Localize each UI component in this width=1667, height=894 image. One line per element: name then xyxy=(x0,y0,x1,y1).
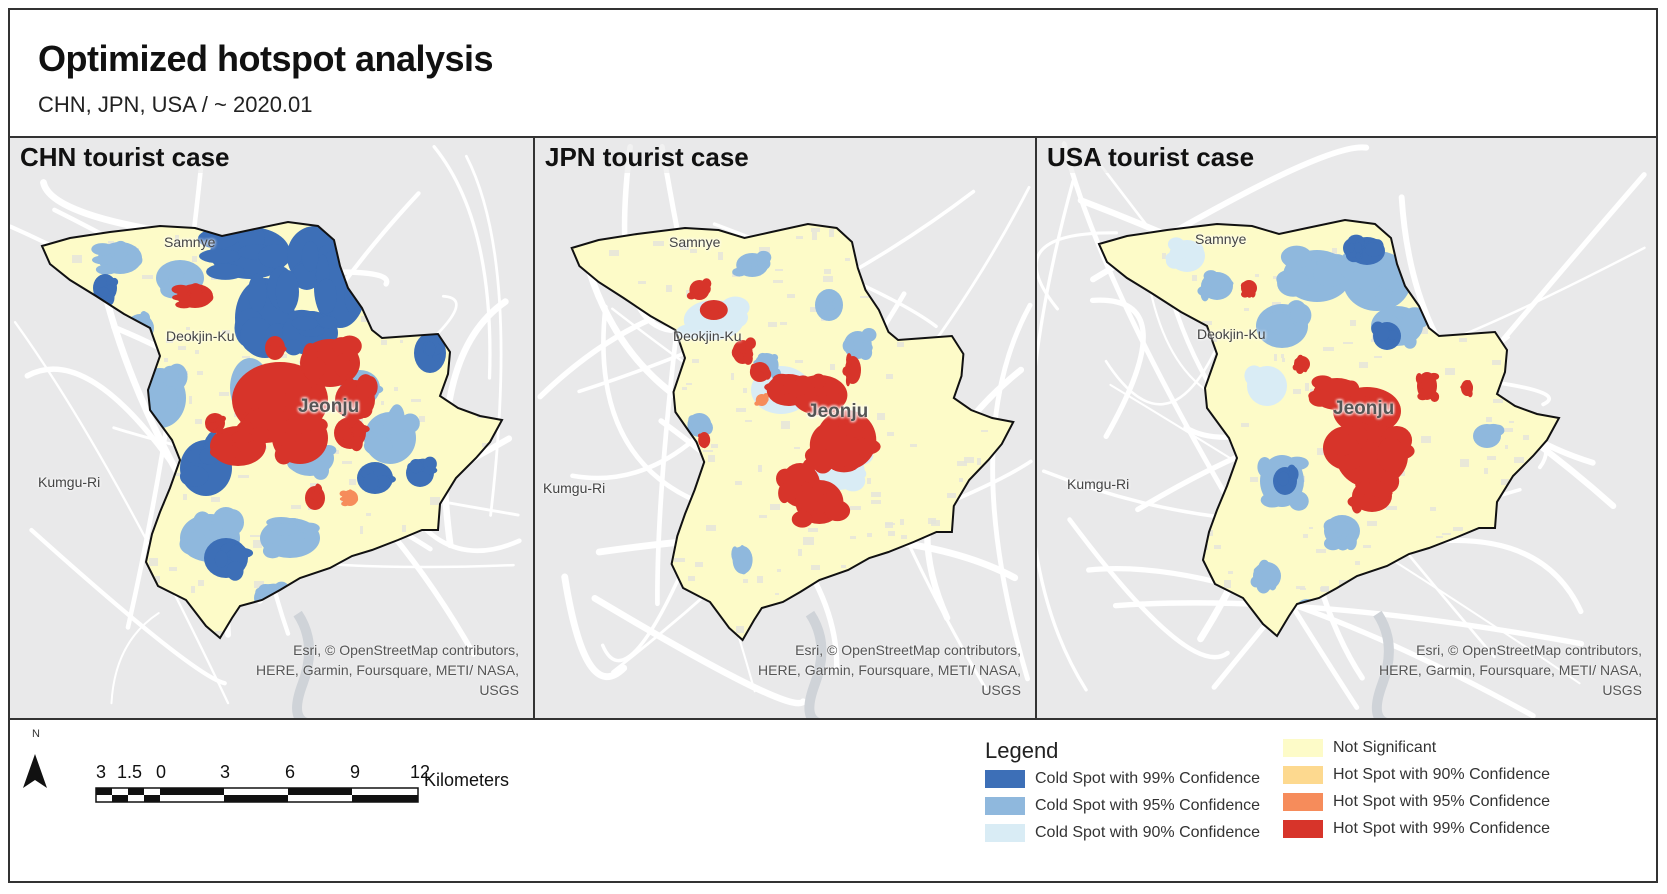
place-label-deokjin: Deokjin-Ku xyxy=(166,328,235,344)
legend-item: Hot Spot with 99% Confidence xyxy=(1283,818,1550,840)
header: Optimized hotspot analysis CHN, JPN, USA… xyxy=(10,10,1656,138)
scale-tick-label: 3 xyxy=(220,762,231,782)
legend-label: Cold Spot with 95% Confidence xyxy=(1035,797,1261,814)
map-canvas-chn xyxy=(10,138,533,718)
legend-swatch xyxy=(1283,766,1323,784)
place-label-jeonju: Jeonju xyxy=(1333,398,1395,419)
legend-item: Hot Spot with 90% Confidence xyxy=(1283,764,1550,786)
legend-title: Legend xyxy=(985,738,1059,763)
legend-label: Cold Spot with 90% Confidence xyxy=(1035,824,1261,841)
map-title: Optimized hotspot analysis xyxy=(38,38,494,79)
legend-item: Cold Spot with 95% Confidence xyxy=(985,795,1260,817)
map-panel-jpn: JPN tourist case Samnye Deokjin-Ku Jeonj… xyxy=(535,138,1035,718)
place-label-kumgu: Kumgu-Ri xyxy=(38,474,101,490)
map-subtitle: CHN, JPN, USA / ~ 2020.01 xyxy=(38,92,313,117)
place-label-deokjin: Deokjin-Ku xyxy=(673,328,742,344)
map-canvas-jpn xyxy=(535,138,1035,718)
map-panel-chn: CHN tourist case Samnye Deokjin-Ku Jeonj… xyxy=(10,138,533,718)
scale-unit: Kilometers xyxy=(424,770,510,790)
legend-item: Cold Spot with 90% Confidence xyxy=(985,822,1260,844)
legend-label: Hot Spot with 99% Confidence xyxy=(1333,820,1551,837)
place-label-jeonju: Jeonju xyxy=(298,396,360,417)
panel-title-chn: CHN tourist case xyxy=(20,142,230,173)
place-label-jeonju: Jeonju xyxy=(807,401,869,422)
legend-swatch xyxy=(1283,739,1323,757)
legend-label: Cold Spot with 99% Confidence xyxy=(1035,770,1261,787)
map-layout: Optimized hotspot analysis CHN, JPN, USA… xyxy=(8,8,1658,883)
place-label-samnye: Samnye xyxy=(164,234,216,250)
legend-swatch xyxy=(1283,793,1323,811)
legend-swatch xyxy=(1283,820,1323,838)
legend-item: Not Significant xyxy=(1283,737,1436,759)
legend-swatch xyxy=(985,824,1025,842)
scale-tick-label: 6 xyxy=(285,762,296,782)
panel-divider xyxy=(1035,138,1037,718)
north-arrow-icon xyxy=(23,754,47,788)
legend-label: Hot Spot with 95% Confidence xyxy=(1333,793,1551,810)
legend-swatch xyxy=(985,797,1025,815)
map-panel-usa: USA tourist case Samnye Deokjin-Ku Jeonj… xyxy=(1037,138,1656,718)
attribution-credit: Esri, © OpenStreetMap contributors, HERE… xyxy=(1379,642,1642,698)
attribution-credit: Esri, © OpenStreetMap contributors, HERE… xyxy=(758,642,1021,698)
legend-item: Hot Spot with 95% Confidence xyxy=(1283,791,1550,813)
place-label-samnye: Samnye xyxy=(1195,231,1247,247)
scale-tick-label: 1.5 xyxy=(117,762,143,782)
scale-tick-label: 3 xyxy=(96,762,107,782)
place-label-kumgu: Kumgu-Ri xyxy=(543,480,606,496)
footer: N 3 1.5 0 3 6 9 12 Kilometers Legend xyxy=(10,718,1656,885)
place-label-kumgu: Kumgu-Ri xyxy=(1067,476,1130,492)
north-label: N xyxy=(32,728,40,740)
legend-label: Not Significant xyxy=(1333,739,1437,756)
panel-title-usa: USA tourist case xyxy=(1047,142,1255,173)
panel-title-jpn: JPN tourist case xyxy=(545,142,749,173)
scale-bar-graphic xyxy=(95,787,419,803)
scale-tick-label: 0 xyxy=(156,762,167,782)
legend-swatch xyxy=(985,770,1025,788)
place-label-deokjin: Deokjin-Ku xyxy=(1197,326,1266,342)
place-label-samnye: Samnye xyxy=(669,234,721,250)
legend-item: Cold Spot with 99% Confidence xyxy=(985,768,1260,790)
scale-tick-label: 12 xyxy=(410,762,431,782)
panel-divider xyxy=(533,138,535,718)
attribution-credit: Esri, © OpenStreetMap contributors, HERE… xyxy=(256,642,519,698)
legend-label: Hot Spot with 90% Confidence xyxy=(1333,766,1551,783)
map-canvas-usa xyxy=(1037,138,1656,718)
scale-tick-label: 9 xyxy=(350,762,361,782)
